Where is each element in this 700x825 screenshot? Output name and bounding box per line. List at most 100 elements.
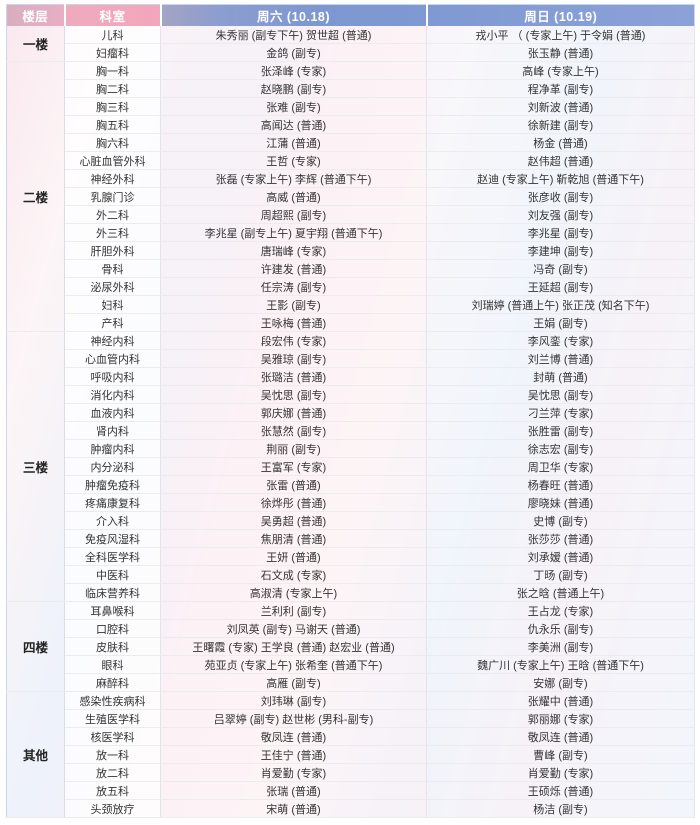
dept-cell: 儿科 — [64, 26, 161, 44]
sunday-cell: 张之晗 (普通上午) — [426, 583, 695, 602]
table-row: 其他 感染性疾病科 刘玮琳 (副专) 张耀中 (普通) — [6, 691, 695, 818]
dept-cell: 肿瘤免疫科 — [64, 475, 161, 494]
sunday-cell: 曹峰 (副专) — [426, 745, 695, 764]
sunday-cell: 张莎莎 (普通) — [426, 529, 695, 548]
dept-cell: 免疫风湿科 — [64, 529, 161, 548]
dept-cell: 心脏血管外科 — [64, 151, 161, 170]
dept-cell: 介入科 — [64, 511, 161, 530]
dept-cell: 头颈放疗 — [64, 799, 161, 818]
sunday-cell: 仇永乐 (副专) — [426, 619, 695, 638]
dept-cell: 皮肤科 — [64, 637, 161, 656]
header-dept: 科室 — [63, 4, 161, 26]
dept-cell: 妇科 — [64, 295, 161, 314]
dept-cell: 血液内科 — [64, 403, 161, 422]
sunday-cell: 刘兰博 (普通) — [426, 349, 695, 368]
table-row: 胸六科 江蒲 (普通) 杨金 (普通) — [7, 133, 695, 152]
table-row: 妇科 王影 (副专) 刘瑞婷 (普通上午) 张正茂 (知名下午) — [7, 295, 695, 314]
saturday-cell: 郭庆娜 (普通) — [160, 403, 427, 422]
table-row: 免疫风湿科 焦朋清 (普通) 张莎莎 (普通) — [7, 529, 695, 548]
sunday-cell: 吴忱思 (副专) — [426, 385, 695, 404]
saturday-cell: 金鸽 (副专) — [160, 43, 427, 62]
sunday-cell: 戎小平 （ (专家上午) 于令娟 (普通) — [426, 26, 695, 44]
sunday-cell: 杨洁 (副专) — [426, 799, 695, 818]
saturday-cell: 王妍 (普通) — [160, 547, 427, 566]
sunday-cell: 李兆星 (副专) — [426, 223, 695, 242]
table-row: 内分泌科 王富军 (专家) 周卫华 (专家) — [7, 457, 695, 476]
sunday-cell: 冯奇 (副专) — [426, 259, 695, 278]
table-row: 肿瘤免疫科 张雷 (普通) 杨春旺 (普通) — [7, 475, 695, 494]
dept-cell: 消化内科 — [64, 385, 161, 404]
table-row: 骨科 许建发 (普通) 冯奇 (副专) — [7, 259, 695, 278]
dept-cell: 乳腺门诊 — [64, 187, 161, 206]
table-row: 放二科 肖爱勤 (专家) 肖爱勤 (专家) — [7, 763, 695, 782]
dept-cell: 内分泌科 — [64, 457, 161, 476]
table-row: 放五科 张瑞 (普通) 王硕烁 (普通) — [7, 781, 695, 800]
dept-cell: 胸一科 — [64, 61, 161, 80]
table-row: 外二科 周超熙 (副专) 刘友强 (副专) — [7, 205, 695, 224]
saturday-cell: 兰利利 (副专) — [160, 601, 427, 620]
saturday-cell: 许建发 (普通) — [160, 259, 427, 278]
dept-cell: 心血管内科 — [64, 349, 161, 368]
dept-cell: 泌尿外科 — [64, 277, 161, 296]
saturday-cell: 王曙霞 (专家) 王学良 (普通) 赵宏业 (普通) — [160, 637, 427, 656]
header-floor: 楼层 — [6, 4, 65, 26]
table-row: 心血管内科 吴雅琼 (副专) 刘兰博 (普通) — [7, 349, 695, 368]
dept-cell: 感染性疾病科 — [64, 691, 161, 710]
sunday-cell: 肖爱勤 (专家) — [426, 763, 695, 782]
sunday-cell: 杨金 (普通) — [426, 133, 695, 152]
table-row: 三楼 神经内科 段宏伟 (专家) 李风銮 (专家) — [6, 331, 695, 602]
table-row: 全科医学科 王妍 (普通) 刘承嫒 (普通) — [7, 547, 695, 566]
table-row: 消化内科 吴忱思 (副专) 吴忱思 (副专) — [7, 385, 695, 404]
table-row: 妇瘤科 金鸽 (副专) 张玉静 (普通) — [7, 43, 695, 62]
dept-cell: 放二科 — [64, 763, 161, 782]
table-row: 胸二科 赵晓鹏 (副专) 程净革 (副专) — [7, 79, 695, 98]
sunday-cell: 王娟 (副专) — [426, 313, 695, 332]
saturday-cell: 吕翠婷 (副专) 赵世彬 (男科-副专) — [160, 709, 427, 728]
saturday-cell: 江蒲 (普通) — [160, 133, 427, 152]
saturday-cell: 张磊 (专家上午) 李辉 (普通下午) — [160, 169, 427, 188]
saturday-cell: 赵晓鹏 (副专) — [160, 79, 427, 98]
dept-cell: 神经内科 — [64, 331, 161, 350]
floor-cell: 一楼 — [6, 26, 65, 62]
saturday-cell: 朱秀丽 (副专下午) 贺世超 (普通) — [160, 26, 427, 44]
sunday-cell: 徐新建 (副专) — [426, 115, 695, 134]
saturday-cell: 张泽峰 (专家) — [160, 61, 427, 80]
sunday-cell: 安娜 (副专) — [426, 673, 695, 692]
sunday-cell: 王占龙 (专家) — [426, 601, 695, 620]
saturday-cell: 王影 (副专) — [160, 295, 427, 314]
header-saturday: 周六 (10.18) — [159, 4, 427, 26]
dept-cell: 口腔科 — [64, 619, 161, 638]
dept-cell: 妇瘤科 — [64, 43, 161, 62]
header-row: 楼层 科室 周六 (10.18) 周日 (10.19) — [6, 4, 695, 26]
saturday-cell: 苑亚贞 (专家上午) 张希奎 (普通下午) — [160, 655, 427, 674]
sunday-cell: 赵伟超 (普通) — [426, 151, 695, 170]
dept-cell: 眼科 — [64, 655, 161, 674]
sunday-cell: 魏广川 (专家上午) 王晗 (普通下午) — [426, 655, 695, 674]
dept-cell: 产科 — [64, 313, 161, 332]
sunday-cell: 李建坤 (副专) — [426, 241, 695, 260]
saturday-cell: 段宏伟 (专家) — [160, 331, 427, 350]
table-row: 外三科 李兆星 (副专上午) 夏宇翔 (普通下午) 李兆星 (副专) — [7, 223, 695, 242]
dept-cell: 外二科 — [64, 205, 161, 224]
sunday-cell: 刘新波 (普通) — [426, 97, 695, 116]
sunday-cell: 郭丽娜 (专家) — [426, 709, 695, 728]
dept-cell: 骨科 — [64, 259, 161, 278]
saturday-cell: 高威 (普通) — [160, 187, 427, 206]
dept-cell: 耳鼻喉科 — [64, 601, 161, 620]
sunday-cell: 史博 (副专) — [426, 511, 695, 530]
sunday-cell: 敬凤连 (普通) — [426, 727, 695, 746]
sunday-cell: 高峰 (专家上午) — [426, 61, 695, 80]
table-row: 肾内科 张慧然 (副专) 张胜雷 (副专) — [7, 421, 695, 440]
saturday-cell: 唐瑞峰 (专家) — [160, 241, 427, 260]
dept-cell: 胸六科 — [64, 133, 161, 152]
saturday-cell: 石文成 (专家) — [160, 565, 427, 584]
dept-cell: 外三科 — [64, 223, 161, 242]
saturday-cell: 吴忱思 (副专) — [160, 385, 427, 404]
sunday-cell: 刘承嫒 (普通) — [426, 547, 695, 566]
table-row: 眼科 苑亚贞 (专家上午) 张希奎 (普通下午) 魏广川 (专家上午) 王晗 (普通… — [7, 655, 695, 674]
dept-cell: 疼痛康复科 — [64, 493, 161, 512]
saturday-cell: 王佳宁 (普通) — [160, 745, 427, 764]
sunday-cell: 张玉静 (普通) — [426, 43, 695, 62]
sunday-cell: 刘友强 (副专) — [426, 205, 695, 224]
